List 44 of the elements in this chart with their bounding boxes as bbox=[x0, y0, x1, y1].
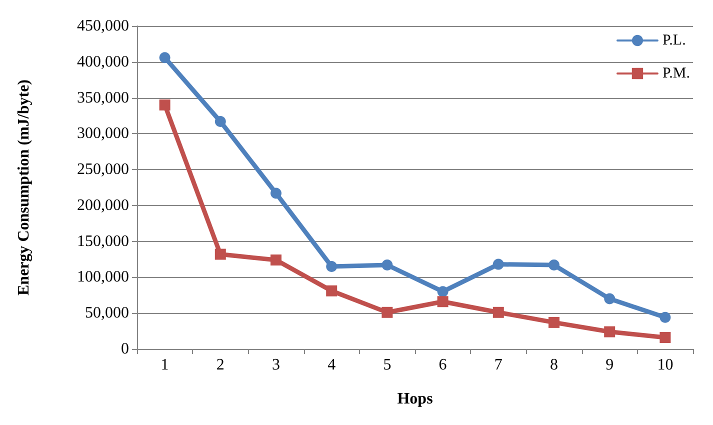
x-tick-label: 4 bbox=[328, 356, 336, 374]
point bbox=[326, 285, 338, 296]
point bbox=[382, 260, 393, 271]
y-tick-label: 350,000 bbox=[77, 89, 129, 106]
point bbox=[660, 332, 671, 344]
point bbox=[492, 306, 504, 318]
y-tick-label: 100,000 bbox=[77, 268, 129, 286]
x-tick-label: 8 bbox=[550, 356, 558, 374]
y-tick-label: 0 bbox=[121, 340, 129, 358]
point bbox=[548, 260, 560, 271]
point bbox=[270, 254, 282, 266]
point bbox=[382, 306, 393, 318]
legend-label: P.M. bbox=[662, 66, 690, 82]
x-tick-label: 1 bbox=[160, 356, 169, 374]
point bbox=[660, 312, 671, 323]
x-tick-label: 9 bbox=[606, 356, 614, 374]
y-tick-label: 250,000 bbox=[77, 161, 129, 178]
y-tick-label: 150,000 bbox=[77, 232, 129, 250]
y-tick-label: 200,000 bbox=[77, 196, 129, 214]
point bbox=[548, 316, 560, 328]
point bbox=[437, 286, 448, 298]
x-tick-label: 6 bbox=[438, 356, 447, 374]
y-axis-title: Energy Consumption (mJ/byte) bbox=[16, 79, 32, 296]
point bbox=[604, 326, 616, 338]
x-tick-label: 5 bbox=[383, 356, 392, 374]
point bbox=[604, 293, 616, 304]
x-tick-label: 2 bbox=[216, 356, 224, 374]
legend-label: P.L. bbox=[662, 32, 686, 48]
x-tick-label: 10 bbox=[657, 356, 674, 374]
point bbox=[214, 116, 226, 127]
x-tick-label: 7 bbox=[494, 356, 502, 374]
point bbox=[492, 258, 504, 270]
point bbox=[437, 296, 448, 308]
y-tick-label: 450,000 bbox=[77, 18, 129, 34]
x-tick-label: 3 bbox=[272, 356, 280, 374]
x-axis-title: Hops bbox=[397, 390, 433, 408]
y-tick-label: 50,000 bbox=[85, 304, 129, 322]
y-tick-label: 400,000 bbox=[77, 53, 129, 70]
point bbox=[159, 52, 170, 64]
point bbox=[159, 99, 170, 110]
point bbox=[214, 248, 226, 260]
point bbox=[270, 188, 282, 199]
point bbox=[326, 260, 338, 272]
y-tick-label: 300,000 bbox=[77, 125, 129, 142]
